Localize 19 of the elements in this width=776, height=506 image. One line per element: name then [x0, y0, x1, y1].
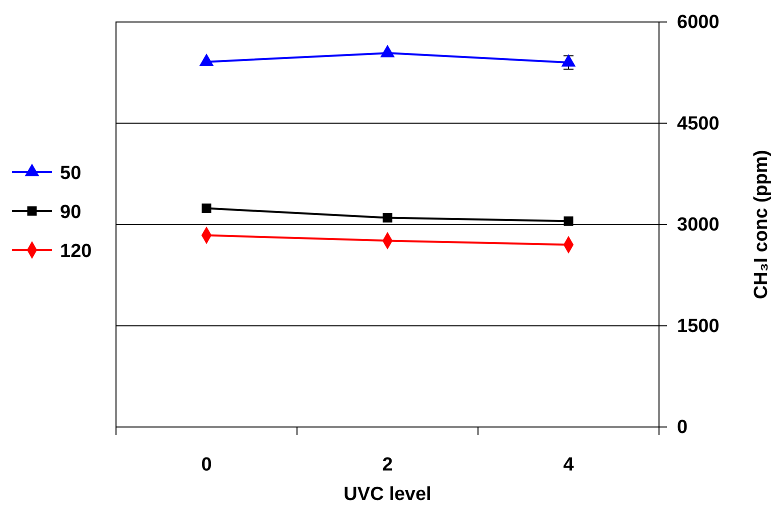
legend-label: 120 — [60, 241, 92, 262]
point — [382, 213, 392, 222]
y-tick-label: 4500 — [677, 113, 720, 134]
y-tick-label: 3000 — [677, 214, 720, 236]
point — [202, 204, 212, 214]
point — [561, 54, 576, 67]
point — [380, 44, 395, 58]
point — [199, 54, 214, 66]
legend-label: 50 — [60, 163, 82, 184]
x-tick-label: 4 — [563, 454, 574, 476]
x-axis-title: UVC level — [344, 484, 432, 505]
x-tick-label: 2 — [382, 454, 393, 476]
legend-label: 90 — [60, 202, 82, 223]
point — [564, 216, 574, 226]
y-axis-title: CH₃I conc (ppm) — [751, 150, 772, 300]
y-tick-label: 6000 — [677, 12, 720, 34]
y-tick-label: 1500 — [677, 316, 720, 337]
x-tick-label: 0 — [201, 454, 212, 476]
y-tick-label: 0 — [677, 417, 688, 438]
